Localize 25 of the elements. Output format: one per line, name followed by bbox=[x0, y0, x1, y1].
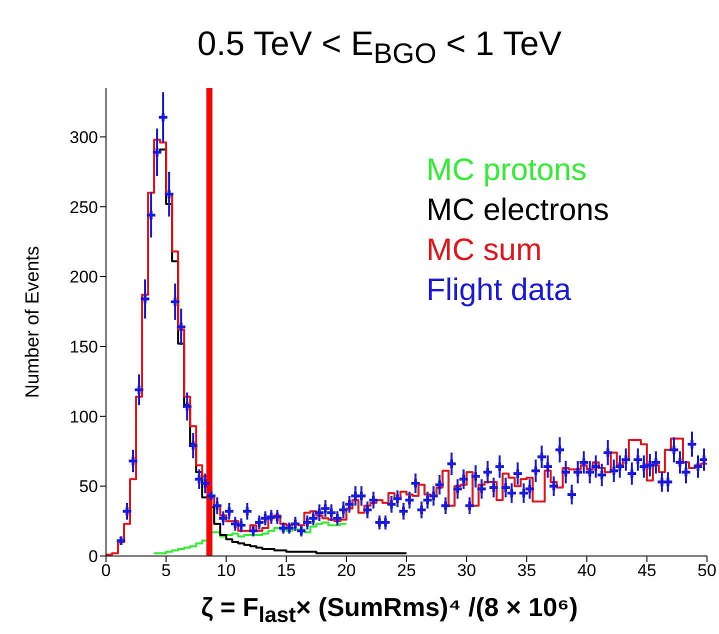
chart-title: 0.5 TeV < E$_{BGO}$ < 1 TeV bbox=[196, 24, 563, 70]
x-tick-label: 25 bbox=[397, 561, 416, 580]
text: MC protons bbox=[426, 151, 588, 189]
y-axis-title: Number of Events bbox=[22, 246, 44, 398]
y-tick-label: 0 bbox=[88, 547, 98, 566]
y-tick-label: 50 bbox=[79, 477, 98, 496]
x-tick-label: 30 bbox=[457, 561, 476, 580]
y-tick-label: 200 bbox=[70, 268, 98, 287]
x-tick-label: 0 bbox=[101, 561, 111, 580]
x-tick-label: 45 bbox=[637, 561, 656, 580]
y-tick-label: 250 bbox=[70, 198, 98, 217]
x-tick-label: 50 bbox=[698, 561, 716, 580]
x-tick-label: 5 bbox=[161, 561, 171, 580]
x-tick-label: 10 bbox=[216, 561, 236, 580]
x-tick-label: 40 bbox=[577, 561, 596, 580]
x-axis-title: ζ = F$_{last}$× (SumRms)⁴ /(8 × 10⁶) bbox=[200, 592, 579, 628]
text: MC electrons bbox=[426, 191, 609, 229]
y-tick-label: 150 bbox=[70, 337, 98, 356]
text: Flight data bbox=[426, 271, 572, 309]
text: MC sum bbox=[426, 231, 543, 269]
y-tick-label: 300 bbox=[70, 128, 98, 147]
x-tick-label: 15 bbox=[276, 561, 296, 580]
y-tick-label: 100 bbox=[70, 407, 98, 426]
x-tick-label: 35 bbox=[517, 561, 536, 580]
x-tick-label: 20 bbox=[336, 561, 356, 580]
